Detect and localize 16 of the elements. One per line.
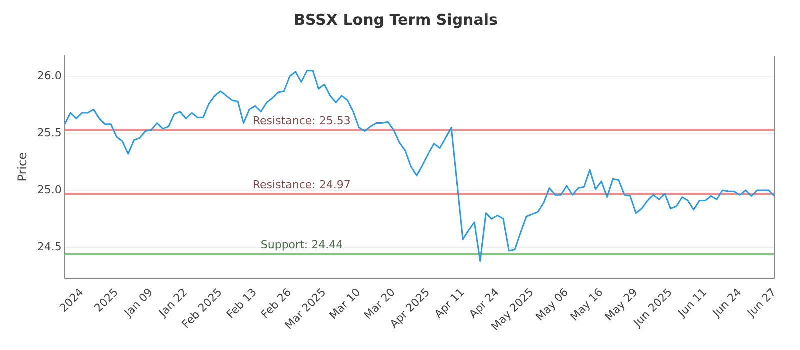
chart-title: BSSX Long Term Signals: [294, 10, 498, 29]
x-tick-label: Jun 24: [710, 286, 744, 320]
x-tick-label: Jan 09: [121, 286, 156, 320]
x-tick-label: Jun 11: [675, 286, 710, 320]
y-tick-label: 24.5: [37, 240, 62, 254]
y-tick-label: 25.5: [37, 126, 62, 140]
ref-line-label: Resistance: 25.53: [252, 114, 351, 128]
x-tick-label: Mar 10: [327, 286, 364, 322]
y-axis-title: Price: [15, 152, 30, 182]
x-tick-label: Feb 13: [224, 286, 260, 322]
y-tick-label: 26.0: [37, 69, 62, 82]
ref-line-label: Resistance: 24.97: [252, 178, 351, 192]
x-tick-label: Apr 11: [432, 286, 468, 321]
ref-line-label: Support: 24.44: [260, 238, 344, 252]
y-tick-label: 25.0: [37, 183, 62, 196]
x-tick-label: Jun 27: [744, 286, 779, 320]
